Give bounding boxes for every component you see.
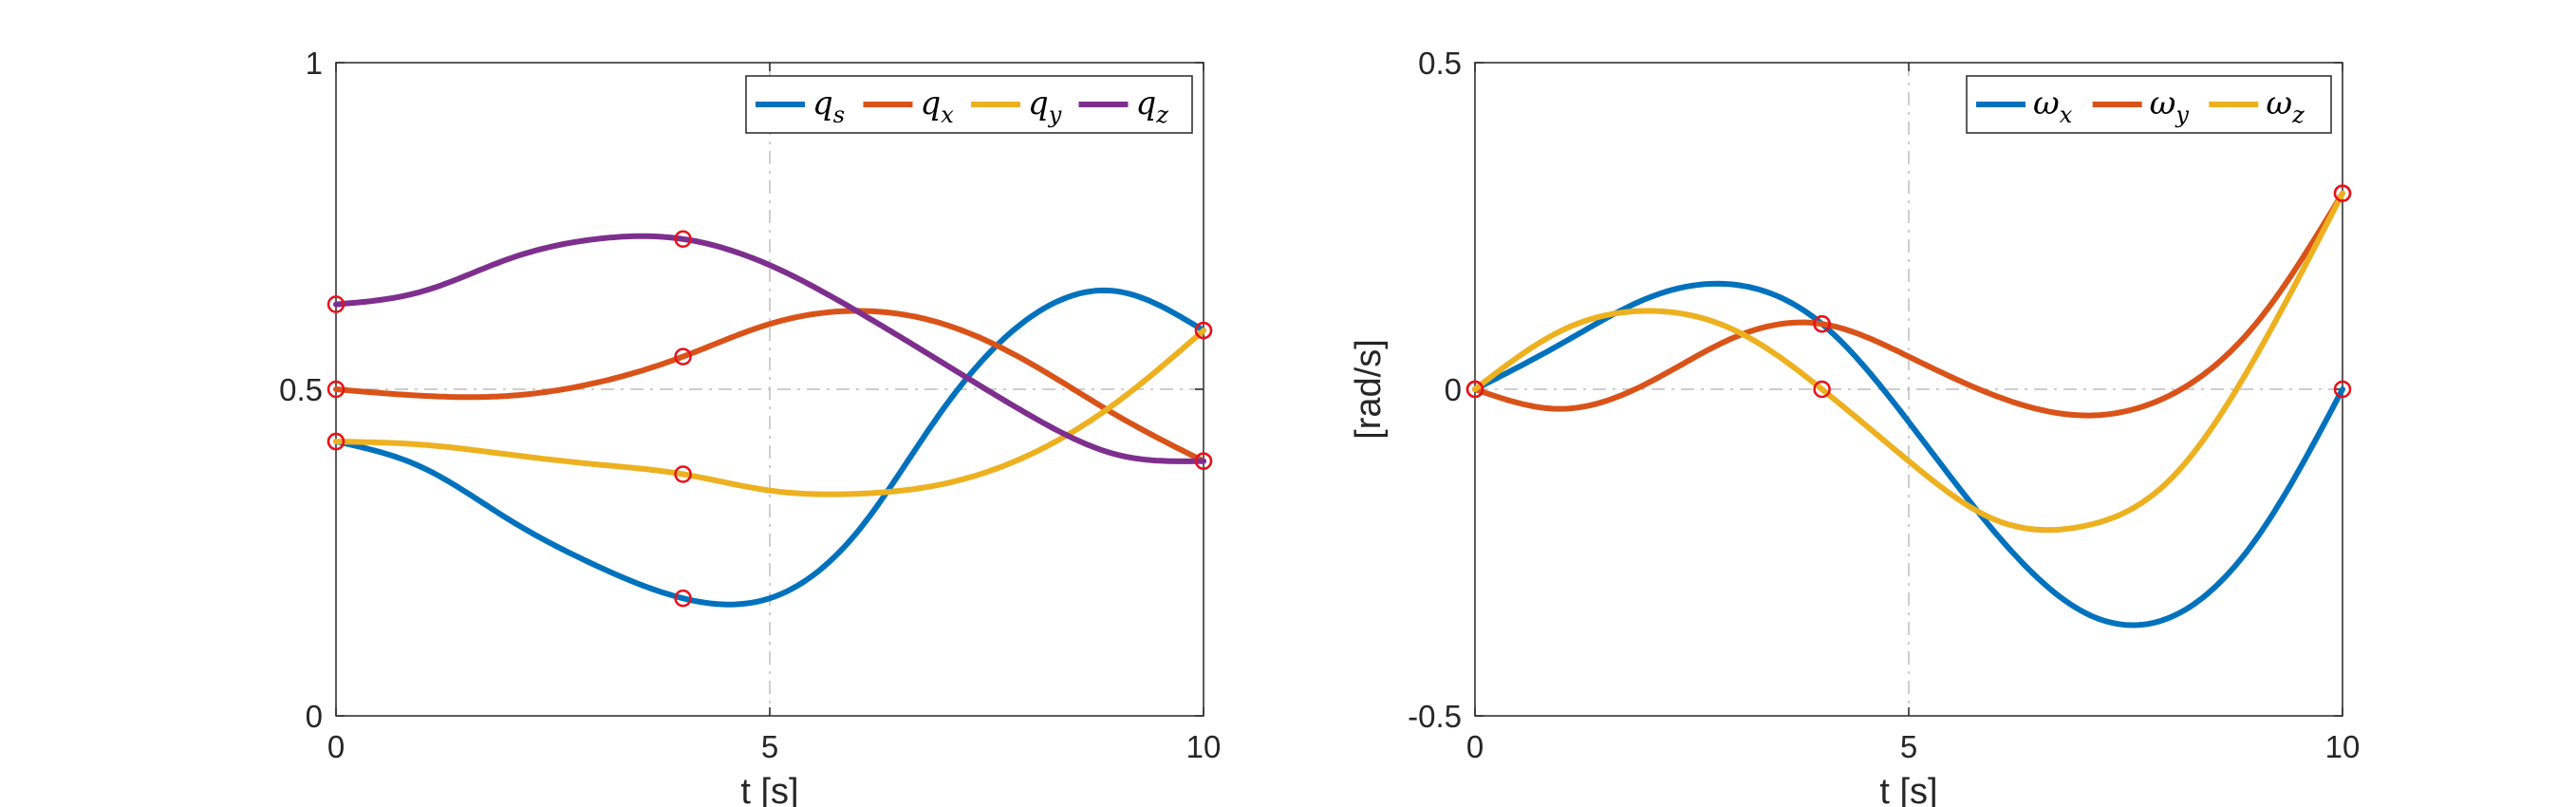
waypoint-marker	[674, 230, 692, 249]
waypoint-marker	[674, 589, 692, 608]
x-tick-label: 10	[2325, 729, 2361, 764]
y-tick-label: 0	[1445, 372, 1462, 407]
waypoint-marker	[2333, 380, 2352, 399]
x-axis-label: t [s]	[1879, 772, 1937, 807]
x-tick-label: 0	[327, 729, 345, 764]
x-tick-label: 5	[761, 729, 778, 764]
y-tick-label: 0	[306, 699, 323, 734]
x-tick-label: 10	[1186, 729, 1222, 764]
angular-velocity-plot: 0 5 10-0.500.5t [s][rad/s]ωx ωy ωz	[1349, 46, 2360, 807]
series-line-y	[333, 328, 1206, 497]
series-line-x	[333, 308, 1206, 464]
series-line-z	[333, 233, 1206, 464]
waypoint-marker	[327, 295, 345, 313]
waypoint-marker	[2333, 184, 2352, 202]
legend: ωx ωy ωz	[1966, 75, 2332, 134]
y-tick-label: 0.5	[279, 372, 323, 407]
series-line-y	[1472, 190, 2345, 419]
quaternion-plot: 0 5 10 0 0.5 1 t [s] qs qx qy qz	[279, 46, 1221, 807]
waypoint-marker	[327, 432, 345, 451]
waypoint-marker	[1465, 380, 1484, 399]
y-tick-label: -0.5	[1408, 699, 1462, 734]
x-tick-label: 5	[1900, 729, 1917, 764]
waypoint-marker	[327, 380, 345, 399]
waypoint-marker	[1194, 452, 1213, 470]
waypoint-marker	[1813, 314, 1831, 333]
legend-box	[1966, 75, 2332, 134]
y-tick-label: 1	[306, 46, 323, 81]
legend-label-z: qz	[1136, 84, 1169, 128]
y-tick-label: 0.5	[1418, 46, 1462, 81]
x-axis-label: t [s]	[740, 772, 798, 807]
waypoint-marker	[674, 465, 692, 483]
y-axis-label: [rad/s]	[1349, 339, 1389, 440]
waypoint-marker	[674, 347, 692, 366]
x-tick-label: 0	[1466, 729, 1484, 764]
series-line-z	[1472, 190, 2345, 534]
series-line-s	[333, 287, 1206, 608]
waypoint-marker	[1813, 380, 1831, 399]
waypoint-marker	[1194, 321, 1213, 340]
legend: qs qx qy qz	[745, 75, 1193, 134]
